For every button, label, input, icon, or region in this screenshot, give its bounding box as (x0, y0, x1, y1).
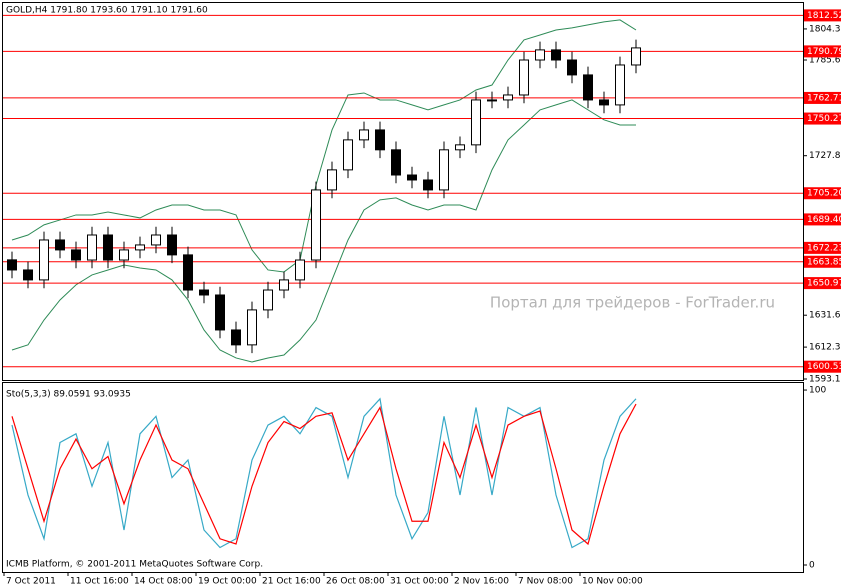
candle-body (87, 234, 97, 261)
level-label: 1762.71 (807, 93, 841, 103)
candle-body (167, 234, 177, 256)
y-tick-label: 1631.60 (809, 311, 841, 321)
level-box (804, 91, 841, 104)
candle-body (23, 269, 33, 281)
candle-body (535, 49, 545, 61)
watermark: Портал для трейдеров - ForTrader.ru (490, 294, 775, 312)
candle-body (39, 239, 49, 281)
stochastic-line (11, 403, 637, 546)
candle-body (551, 49, 561, 61)
y-tick-label: 1785.60 (809, 56, 841, 66)
x-tick-label: 21 Oct 16:00 (262, 577, 321, 587)
candle-body (151, 234, 161, 246)
level-box (804, 112, 841, 125)
candle-body (631, 47, 641, 66)
bollinger-band (11, 99, 636, 363)
y-tick-label: 1612.35 (809, 343, 841, 353)
level-label: 1663.85 (807, 257, 841, 267)
x-tick-label: 7 Oct 2011 (6, 577, 56, 587)
candle-body (471, 99, 481, 146)
candle-body (263, 289, 273, 311)
level-label: 1600.53 (807, 362, 841, 372)
level-label: 1650.97 (807, 279, 841, 289)
candle-body (135, 244, 145, 251)
stochastic-panel (2, 382, 804, 573)
level-box (804, 277, 841, 290)
x-tick-label: 31 Oct 00:00 (390, 577, 449, 587)
x-tick-label: 7 Nov 08:00 (518, 577, 573, 587)
candle-body (359, 129, 369, 141)
x-tick-label: 14 Oct 08:00 (134, 577, 193, 587)
level-label: 1705.20 (807, 189, 841, 199)
candle-body (183, 254, 193, 291)
level-label: 1750.27 (807, 114, 841, 124)
candle-body (311, 189, 321, 261)
price-panel (2, 2, 804, 381)
indicator-title: Sto(5,3,3) 89.0591 93.0935 (6, 390, 131, 400)
level-label: 1790.79 (807, 47, 841, 57)
copyright: ICMB Platform, © 2001-2011 MetaQuotes So… (6, 560, 263, 570)
candle-body (583, 74, 593, 101)
x-tick-label: 26 Oct 08:00 (326, 577, 385, 587)
level-box (804, 255, 841, 268)
candle-body (231, 329, 241, 346)
level-box (804, 187, 841, 200)
level-box (804, 241, 841, 254)
chart-title: GOLD,H4 1791.80 1793.60 1791.10 1791.60 (6, 6, 208, 16)
candle-body (343, 139, 353, 171)
candle-body (119, 249, 129, 261)
candle-body (519, 59, 529, 96)
candle-body (295, 259, 305, 281)
level-label: 1689.40 (807, 215, 841, 225)
candle-body (7, 259, 17, 271)
y-tick-label: 1727.85 (809, 151, 841, 161)
x-tick-label: 2 Nov 16:00 (454, 577, 509, 587)
candle-body (439, 149, 449, 191)
x-tick-label: 19 Oct 00:00 (198, 577, 257, 587)
x-tick-label: 10 Nov 00:00 (582, 577, 643, 587)
candle-body (103, 234, 113, 261)
candle-body (199, 289, 209, 296)
candle-body (55, 239, 65, 251)
candle-body (503, 94, 513, 101)
y-tick-label: 100 (809, 386, 826, 396)
candle-body (567, 59, 577, 76)
candle-body (423, 179, 433, 191)
level-box (804, 9, 841, 22)
candle-body (487, 99, 497, 102)
level-box (804, 213, 841, 226)
candle-body (215, 294, 225, 331)
candle-body (279, 279, 289, 291)
stochastic-line (11, 397, 637, 549)
level-label: 1672.23 (807, 243, 841, 253)
candle-body (615, 64, 625, 106)
level-box (804, 45, 841, 58)
candle-body (455, 144, 465, 151)
level-label: 1812.52 (807, 11, 841, 21)
level-box (804, 360, 841, 373)
candle-body (71, 249, 81, 261)
bollinger-band (11, 19, 637, 273)
candle-body (247, 309, 257, 346)
candle-body (375, 129, 385, 151)
x-tick-label: 11 Oct 16:00 (70, 577, 129, 587)
candle-body (391, 149, 401, 176)
candle-body (327, 169, 337, 191)
y-tick-label: 1804.35 (809, 24, 841, 34)
y-tick-label: 0 (809, 561, 815, 571)
candle-body (599, 99, 609, 106)
candle-body (407, 174, 417, 181)
y-tick-label: 1593.10 (809, 375, 841, 385)
